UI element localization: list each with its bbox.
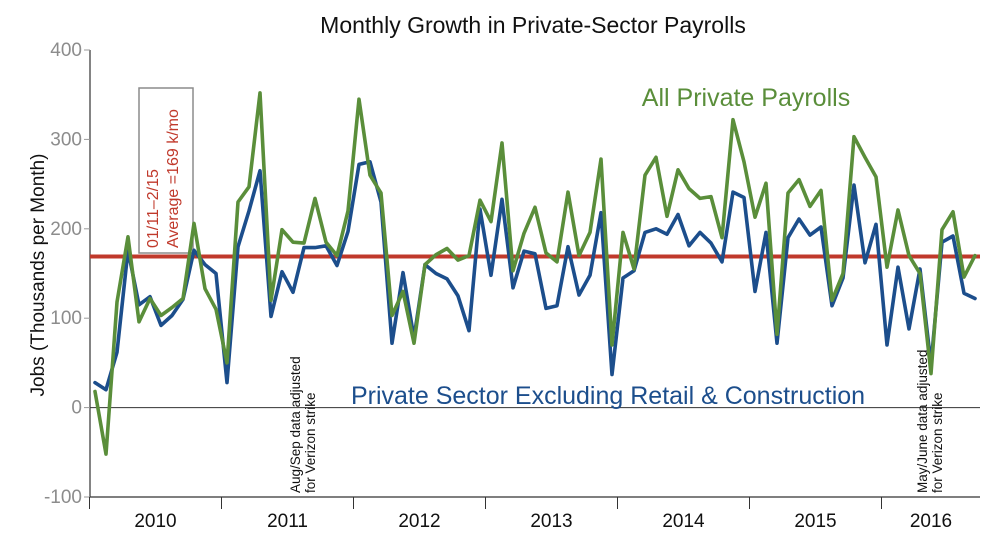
y-axis-ticks: -100 0 100 200 300 400 — [44, 40, 90, 508]
average-label: 01/11–2/15 — [145, 169, 162, 248]
annotation-2011: for Verizon strike — [303, 392, 318, 493]
series-label-all-private: All Private Payrolls — [642, 84, 850, 112]
y-tick-label: 400 — [50, 40, 82, 61]
y-tick-label: 100 — [50, 308, 82, 329]
axes — [89, 50, 980, 498]
x-tick-label: 2016 — [910, 511, 952, 532]
y-tick-label: 300 — [50, 129, 82, 150]
y-tick-label: 0 — [71, 398, 82, 419]
x-tick-label: 2013 — [530, 511, 572, 532]
y-tick-label: -100 — [44, 487, 82, 508]
annotation-2016: for Verizon strike — [930, 392, 945, 493]
annotation-2011: Aug/Sep data adjusted — [288, 356, 303, 493]
x-tick-label: 2011 — [267, 511, 308, 532]
x-axis-ticks: 2010 2011 2012 2013 2014 2015 2016 — [89, 497, 952, 532]
series-line-all-private — [93, 91, 977, 456]
x-tick-label: 2015 — [794, 511, 836, 532]
x-tick-label: 2010 — [134, 511, 176, 532]
average-box — [138, 87, 194, 254]
x-tick-label: 2014 — [662, 511, 705, 532]
y-axis-label: Jobs (Thousands per Month) — [28, 154, 49, 397]
annotation-2016: May/June data adjusted — [915, 350, 930, 493]
y-tick-label: 200 — [50, 219, 82, 240]
series-labels: All Private Payrolls Private Sector Exclu… — [351, 84, 865, 410]
series-group — [93, 91, 977, 456]
chart-title: Monthly Growth in Private-Sector Payroll… — [320, 12, 746, 38]
series-label-excluding-retail-construction: Private Sector Excluding Retail & Constr… — [351, 382, 865, 410]
x-tick-label: 2012 — [398, 511, 440, 532]
average-label: Average =169 k/mo — [165, 109, 182, 248]
annotations: Aug/Sep data adjusted for Verizon strike M… — [288, 350, 945, 493]
